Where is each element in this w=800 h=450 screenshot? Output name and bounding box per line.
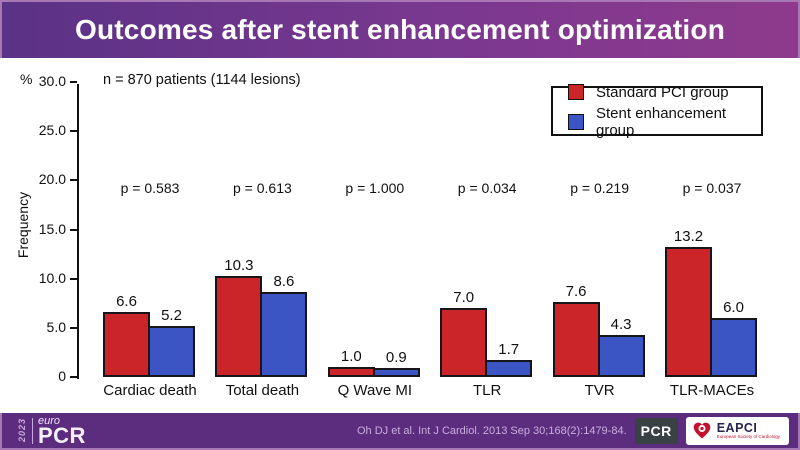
legend: Standard PCI group Stent enhancement gro…: [551, 84, 763, 139]
bar-value-label: 7.6: [565, 283, 587, 301]
bar-standard-pci: 7.0: [440, 289, 488, 377]
eapci-heart-icon: [693, 422, 711, 438]
legend-item-stent-enhancement: Stent enhancement group: [568, 105, 761, 139]
slide-header: Outcomes after stent enhancement optimiz…: [0, 0, 800, 58]
bar-stent-enhancement: 0.9: [372, 349, 420, 377]
legend-swatch-stent-enhancement: [568, 113, 584, 130]
pcr-logo-badge: PCR: [634, 417, 678, 444]
eapci-tagline: European Society of Cardiology: [716, 433, 780, 439]
bar-group: 10.3 8.6: [215, 257, 308, 377]
bar-value-label: 1.0: [340, 348, 362, 366]
bar-stent-enhancement: 1.7: [485, 341, 533, 377]
slide-footer: 2023 euro PCR Oh DJ et al. Int J Cardiol…: [0, 413, 800, 450]
y-axis-tick-label: 15.0: [38, 220, 66, 237]
eapci-logo: EAPCI European Society of Cardiology: [685, 416, 789, 445]
y-axis-tick-label: 5.0: [46, 318, 66, 335]
bar-value-label: 13.2: [673, 228, 704, 246]
y-axis-line: [77, 84, 79, 379]
bar-value-label: 10.3: [224, 256, 254, 274]
p-value-label: p = 0.583: [120, 180, 180, 196]
bar-standard-pci: 13.2: [665, 228, 712, 377]
bar-stent-enhancement: 4.3: [597, 316, 645, 377]
y-axis-tick-label: 0: [58, 368, 66, 384]
europcr-divider: [32, 417, 33, 444]
category-label: TLR-MACEs: [669, 382, 755, 399]
y-axis-tick: [70, 326, 77, 329]
y-axis-unit-label: %: [20, 71, 33, 87]
y-axis-tick-label: 20.0: [38, 171, 66, 188]
p-value-label: p = 0.034: [457, 180, 517, 196]
bar-stent-enhancement: 6.0: [710, 299, 757, 377]
bar-value-label: 1.7: [498, 341, 520, 359]
bar-value-label: 4.3: [610, 315, 632, 333]
bar-group: 13.2 6.0: [665, 228, 757, 377]
bar-value-label: 8.6: [273, 273, 295, 291]
legend-swatch-standard-pci: [568, 84, 584, 100]
bar-value-label: 6.0: [723, 299, 744, 316]
category-label: Q Wave MI: [337, 382, 413, 399]
p-value-label: p = 0.037: [682, 180, 742, 196]
bar-stent-enhancement: 8.6: [260, 273, 308, 377]
p-value-label: p = 0.219: [570, 180, 629, 196]
category-label: TVR: [584, 382, 615, 399]
sample-size-note: n = 870 patients (1144 lesions): [103, 72, 301, 88]
bar-standard-pci: 10.3: [215, 257, 263, 377]
y-axis-tick: [70, 179, 77, 182]
bar-value-label: 7.0: [453, 289, 475, 307]
y-axis-tick: [70, 228, 77, 231]
y-axis-tick: [70, 130, 77, 133]
citation: Oh DJ et al. Int J Cardiol. 2013 Sep 30;…: [356, 424, 627, 437]
y-axis-tick-label: 10.0: [38, 269, 66, 286]
y-axis-tick-label: 25.0: [38, 122, 66, 139]
legend-label-standard-pci: Standard PCI group: [596, 83, 729, 101]
slide-title: Outcomes after stent enhancement optimiz…: [75, 14, 725, 45]
bar-value-label: 0.9: [385, 349, 407, 367]
bar-stent-enhancement: 5.2: [148, 307, 195, 377]
y-axis-tick: [70, 376, 77, 378]
europcr-pcr-text: PCR: [38, 422, 86, 448]
p-value-label: p = 1.000: [345, 180, 405, 196]
bar-group: 6.6 5.2: [103, 293, 195, 377]
bar-standard-pci: 7.6: [552, 283, 600, 377]
y-axis-tick-label: 30.0: [38, 73, 66, 89]
bar-group: 7.0 1.7: [440, 289, 533, 377]
europcr-euro-text: euro: [38, 414, 61, 427]
eapci-name: EAPCI: [716, 420, 758, 435]
bar-value-label: 6.6: [116, 293, 137, 311]
legend-item-standard-pci: Standard PCI group: [568, 84, 761, 101]
category-label: Total death: [225, 382, 300, 399]
legend-label-stent-enhancement: Stent enhancement group: [596, 104, 727, 139]
bar-standard-pci: 1.0: [327, 348, 375, 377]
bar-standard-pci: 6.6: [103, 293, 150, 377]
p-value-label: p = 0.613: [233, 180, 292, 196]
category-label: Cardiac death: [103, 382, 197, 399]
europcr-logo: 2023 euro PCR: [17, 414, 86, 448]
bar-value-label: 5.2: [161, 306, 182, 324]
y-axis-tick: [70, 81, 77, 83]
bar-group: 7.6 4.3: [552, 283, 645, 377]
europcr-year: 2023: [17, 418, 27, 443]
y-axis-tick: [70, 277, 77, 280]
category-label: TLR: [473, 382, 502, 399]
bar-group: 1.0 0.9: [327, 348, 420, 377]
